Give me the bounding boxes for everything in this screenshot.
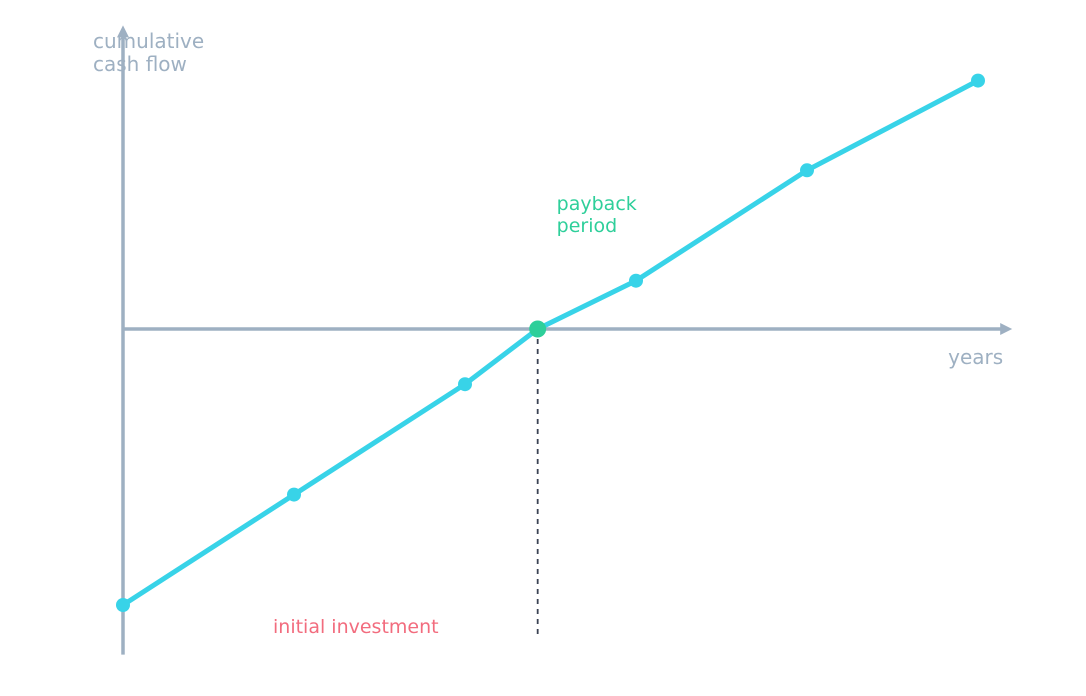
data-point [800,163,814,178]
data-point [287,487,301,502]
x-axis-arrowhead [1000,323,1013,335]
y-axis-label-line-1: cumulative [93,29,204,53]
data-point [629,273,643,288]
payback-label-line-1: payback [557,193,637,215]
x-axis-label: years [948,345,1003,369]
data-point [116,598,130,612]
data-points [116,73,985,612]
data-point [971,73,985,88]
payback-point [529,320,547,338]
y-axis-arrowhead [117,25,129,38]
y-axis-label-line-2: cash flow [93,52,187,76]
cumulative-cash-flow-line [120,78,981,608]
payback-label-line-2: period [557,215,618,237]
initial-investment-label: initial investment [273,616,439,638]
data-point [458,377,472,392]
